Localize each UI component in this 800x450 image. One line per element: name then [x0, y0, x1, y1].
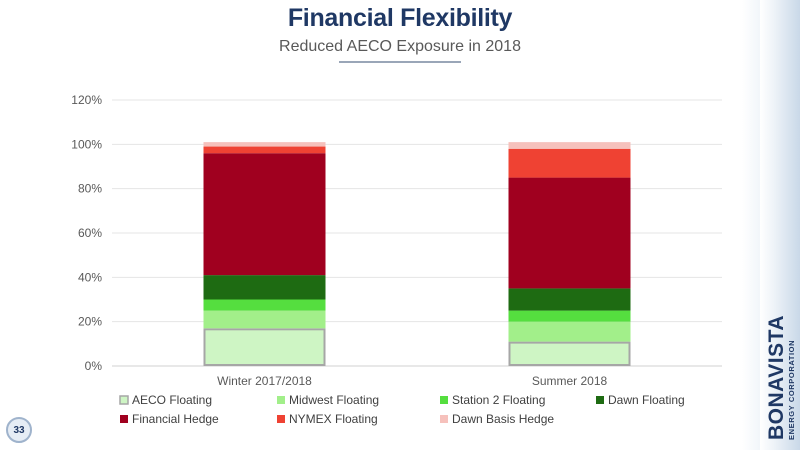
bar-segment	[508, 341, 631, 367]
legend-label: NYMEX Floating	[289, 412, 378, 426]
side-decoration-light	[742, 0, 762, 450]
legend-label: Financial Hedge	[132, 412, 219, 426]
legend-label: AECO Floating	[132, 393, 212, 407]
y-tick-label: 60%	[78, 226, 102, 240]
legend-swatch	[277, 415, 285, 423]
bar-segment	[203, 153, 326, 276]
legend: AECO Floating Midwest Floating Station 2 F…	[119, 393, 685, 426]
bar-segment	[508, 148, 631, 178]
legend-label: Dawn Basis Hedge	[452, 412, 554, 426]
bar-segment	[203, 142, 326, 147]
bar-segment	[203, 328, 326, 367]
bar-segment	[508, 288, 631, 311]
legend-label: Dawn Floating	[608, 393, 685, 407]
brand-name: BONAVISTA	[765, 314, 788, 440]
y-tick-label: 0%	[85, 359, 103, 373]
brand-subtitle: ENERGY CORPORATION	[787, 339, 796, 440]
bar-segment	[508, 142, 631, 149]
bar-segment	[508, 310, 631, 322]
y-axis-ticks: 0% 20% 40% 60% 80% 100% 120%	[71, 93, 102, 373]
legend-swatch	[440, 396, 448, 404]
x-axis-ticks: Winter 2017/2018 Summer 2018	[217, 374, 607, 388]
bar-segment	[508, 321, 631, 342]
bonavista-logo: BONAVISTA ENERGY CORPORATION	[765, 240, 800, 440]
legend-swatch	[440, 415, 448, 423]
bar-segment	[203, 299, 326, 311]
page-number-badge: 33	[6, 417, 32, 443]
legend-label: Midwest Floating	[289, 393, 379, 407]
side-decoration-stripe	[760, 0, 800, 450]
legend-swatch	[596, 396, 604, 404]
bar-segment	[203, 146, 326, 154]
y-tick-label: 40%	[78, 270, 102, 284]
y-tick-label: 20%	[78, 315, 102, 329]
legend-swatch	[277, 396, 285, 404]
bar-segment	[203, 275, 326, 300]
legend-swatch	[120, 415, 128, 423]
y-tick-label: 100%	[71, 137, 102, 151]
bars	[203, 142, 631, 367]
slide-title: Financial Flexibility	[287, 4, 513, 32]
subtitle-underline	[339, 61, 461, 63]
y-tick-label: 80%	[78, 182, 102, 196]
page-number: 33	[13, 424, 25, 436]
x-tick-label: Summer 2018	[532, 374, 608, 388]
x-tick-label: Winter 2017/2018	[217, 374, 312, 388]
slide-subtitle: Reduced AECO Exposure in 2018	[279, 38, 521, 55]
y-tick-label: 120%	[71, 93, 102, 107]
bar-segment	[508, 177, 631, 289]
bar-segment	[203, 310, 326, 329]
legend-swatch	[119, 395, 129, 405]
legend-label: Station 2 Floating	[452, 393, 545, 407]
